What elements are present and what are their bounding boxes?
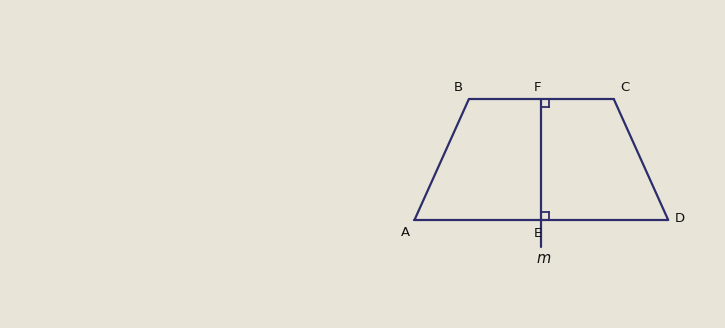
Text: D: D [674, 212, 684, 225]
Text: F: F [534, 81, 542, 94]
Text: B: B [454, 81, 463, 94]
Text: E: E [534, 227, 542, 240]
Text: A: A [400, 226, 410, 239]
Text: m: m [536, 252, 551, 266]
Text: C: C [620, 81, 629, 94]
